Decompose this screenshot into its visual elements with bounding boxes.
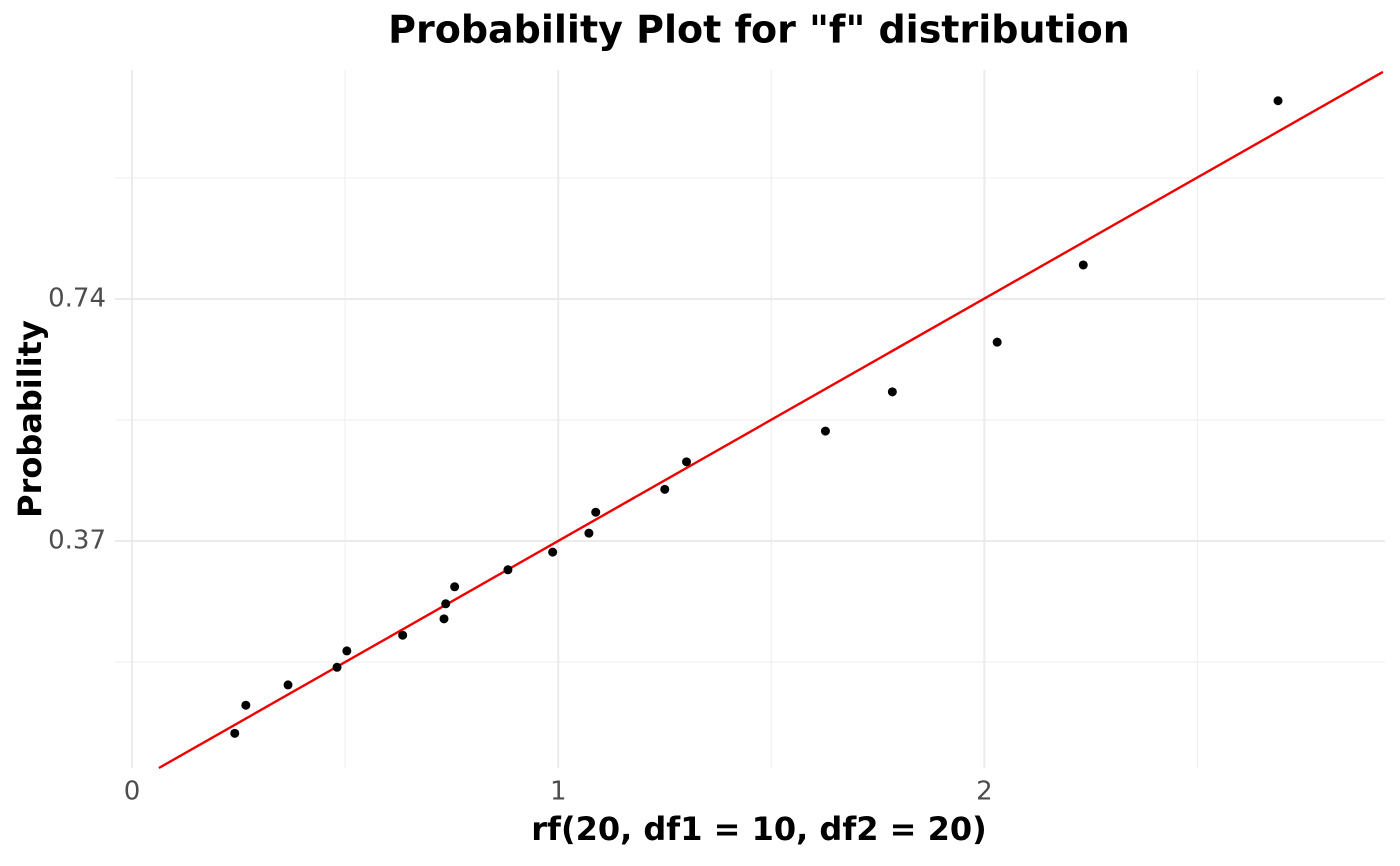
- point: [548, 547, 558, 557]
- point: [887, 387, 897, 397]
- point: [283, 680, 293, 690]
- point: [1273, 96, 1283, 106]
- fit-line: [158, 70, 1384, 770]
- point: [584, 528, 594, 538]
- point: [450, 582, 460, 592]
- y-axis-title: Probability: [11, 320, 49, 518]
- point: [342, 646, 352, 656]
- point: [241, 700, 251, 710]
- y-tick-label: 0.74: [48, 283, 106, 313]
- point: [682, 457, 691, 467]
- point: [591, 507, 601, 517]
- point: [660, 484, 670, 494]
- point: [1078, 260, 1088, 270]
- point: [230, 728, 240, 738]
- point: [820, 426, 830, 436]
- point: [439, 614, 449, 624]
- point: [332, 662, 342, 672]
- point: [992, 337, 1002, 347]
- chart-title: Probability Plot for "f" distribution: [388, 8, 1130, 52]
- x-axis-title: rf(20, df1 = 10, df2 = 20): [531, 810, 987, 848]
- y-tick-label: 0.37: [48, 526, 106, 556]
- x-tick-label: 0: [124, 777, 141, 807]
- x-tick-label: 1: [550, 777, 567, 807]
- x-tick-label: 2: [976, 777, 993, 807]
- point: [398, 630, 408, 640]
- point: [503, 565, 513, 575]
- point: [441, 599, 451, 609]
